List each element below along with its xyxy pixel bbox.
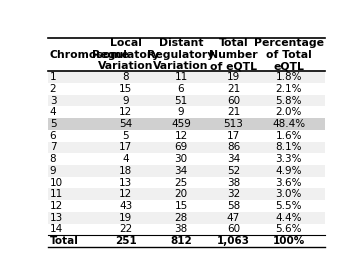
Bar [48,188,325,200]
Text: 8.1%: 8.1% [276,143,302,153]
Text: 513: 513 [223,119,244,129]
Text: 34: 34 [227,154,240,164]
Text: 15: 15 [119,84,132,94]
Text: 4: 4 [122,154,129,164]
Text: 459: 459 [171,119,191,129]
Bar [48,106,325,118]
Text: 19: 19 [119,213,132,223]
Text: 100%: 100% [273,236,305,246]
Text: Percentage
of Total
eQTL: Percentage of Total eQTL [254,38,324,71]
Text: Chromosome: Chromosome [50,50,130,60]
Text: 5.5%: 5.5% [276,201,302,211]
Text: 4.9%: 4.9% [276,166,302,176]
Bar [48,142,325,153]
Text: 1.8%: 1.8% [276,72,302,82]
Text: 6: 6 [178,84,184,94]
Text: 3.3%: 3.3% [276,154,302,164]
Text: 9: 9 [122,95,129,106]
Text: Local
Regulatory
Variation: Local Regulatory Variation [92,38,159,71]
Text: 12: 12 [174,131,188,141]
Text: 9: 9 [50,166,56,176]
Bar [48,83,325,95]
Text: 2.1%: 2.1% [276,84,302,94]
Text: 1,063: 1,063 [217,236,250,246]
Text: 17: 17 [119,143,132,153]
Text: 18: 18 [119,166,132,176]
Bar [48,224,325,235]
Text: 1: 1 [50,72,56,82]
Text: 38: 38 [174,225,188,234]
Text: 48.4%: 48.4% [272,119,305,129]
Text: 251: 251 [115,236,136,246]
Text: 2.0%: 2.0% [276,107,302,117]
Text: 54: 54 [119,119,132,129]
Text: 3.6%: 3.6% [276,178,302,188]
Text: 12: 12 [119,189,132,199]
Text: 13: 13 [119,178,132,188]
Text: 11: 11 [50,189,63,199]
Bar [48,235,325,247]
Text: 15: 15 [174,201,188,211]
Text: 86: 86 [227,143,240,153]
Text: 5.6%: 5.6% [276,225,302,234]
Bar [48,177,325,188]
Text: 6: 6 [50,131,56,141]
Text: 21: 21 [227,84,240,94]
Text: 22: 22 [119,225,132,234]
Text: 32: 32 [227,189,240,199]
Text: 8: 8 [50,154,56,164]
Text: 17: 17 [227,131,240,141]
Bar [48,130,325,142]
Text: Total
Number
of eQTL: Total Number of eQTL [209,38,258,71]
Text: 43: 43 [119,201,132,211]
Bar [48,71,325,83]
Bar [48,200,325,212]
Text: 60: 60 [227,225,240,234]
Text: 5: 5 [50,119,56,129]
Text: 47: 47 [227,213,240,223]
Text: 30: 30 [174,154,187,164]
Text: Total: Total [50,236,79,246]
Bar [48,95,325,106]
Text: 2: 2 [50,84,56,94]
Text: 12: 12 [50,201,63,211]
Text: 19: 19 [227,72,240,82]
Text: 58: 58 [227,201,240,211]
Text: 4: 4 [50,107,56,117]
Text: 60: 60 [227,95,240,106]
Text: 4.4%: 4.4% [276,213,302,223]
Text: 9: 9 [178,107,184,117]
Text: 28: 28 [174,213,188,223]
Text: 13: 13 [50,213,63,223]
Text: 14: 14 [50,225,63,234]
Text: 11: 11 [174,72,188,82]
Bar [48,165,325,177]
Text: 7: 7 [50,143,56,153]
Text: 5: 5 [122,131,129,141]
Bar [48,118,325,130]
Text: 10: 10 [50,178,63,188]
Text: 5.8%: 5.8% [276,95,302,106]
Bar [48,212,325,224]
Text: 1.6%: 1.6% [276,131,302,141]
Text: 3.0%: 3.0% [276,189,302,199]
Text: 20: 20 [174,189,187,199]
Text: 25: 25 [174,178,188,188]
Bar [48,153,325,165]
Text: 8: 8 [122,72,129,82]
Text: 812: 812 [170,236,192,246]
Text: Distant
Regulatory
Variation: Distant Regulatory Variation [147,38,215,71]
Text: 34: 34 [174,166,188,176]
Text: 51: 51 [174,95,188,106]
Text: 69: 69 [174,143,188,153]
Text: 21: 21 [227,107,240,117]
Text: 3: 3 [50,95,56,106]
Text: 12: 12 [119,107,132,117]
Text: 38: 38 [227,178,240,188]
Text: 52: 52 [227,166,240,176]
